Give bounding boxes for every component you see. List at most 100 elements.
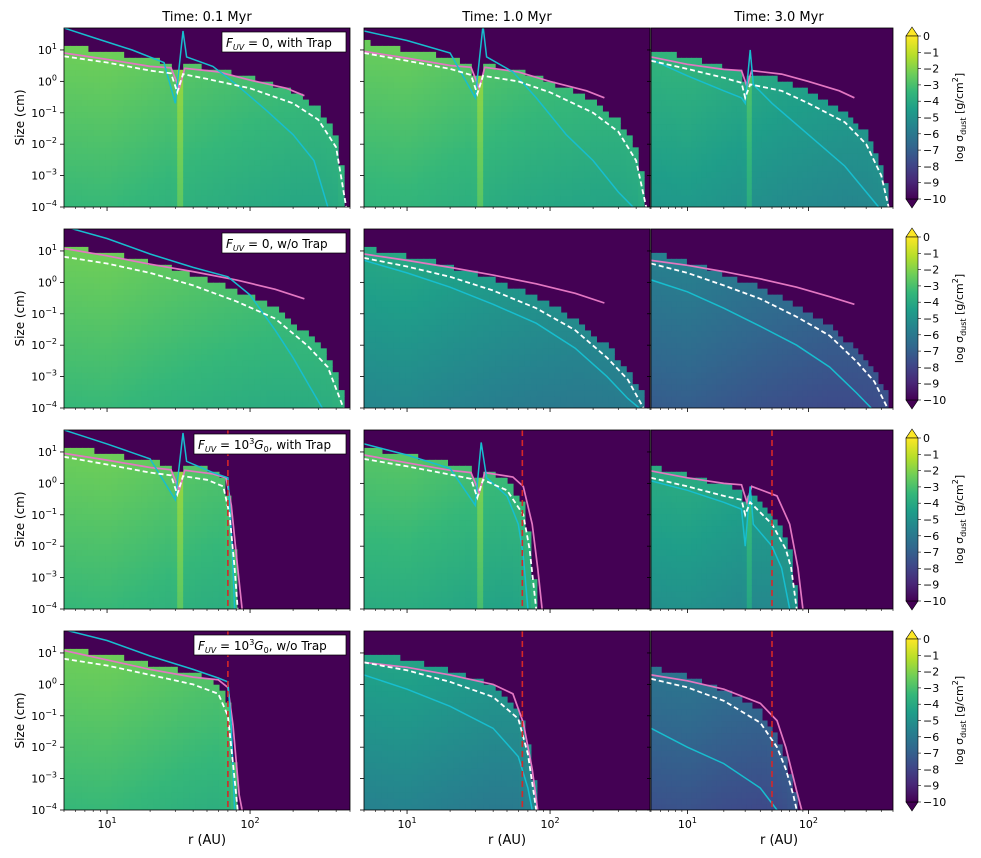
heatmap-cell bbox=[847, 201, 854, 207]
heatmap-cell bbox=[548, 378, 556, 385]
heatmap-cell bbox=[123, 129, 131, 136]
heatmap-cell bbox=[135, 342, 143, 349]
heatmap-cell bbox=[338, 189, 345, 196]
heatmap-cell bbox=[314, 354, 321, 361]
heatmap-cell bbox=[242, 135, 250, 142]
heatmap-cell bbox=[87, 348, 95, 355]
heatmap-cell bbox=[99, 258, 107, 266]
heatmap-cell bbox=[671, 195, 677, 202]
heatmap-cell bbox=[656, 195, 662, 202]
heatmap-cell bbox=[751, 159, 758, 166]
heatmap-cell bbox=[483, 324, 490, 332]
heatmap-cell bbox=[766, 75, 773, 83]
heatmap-cell bbox=[507, 105, 514, 113]
heatmap-cell bbox=[183, 99, 190, 107]
heatmap-cell bbox=[423, 336, 431, 343]
heatmap-cell bbox=[248, 105, 256, 113]
heatmap-cell bbox=[411, 294, 419, 302]
heatmap-cell bbox=[518, 171, 526, 178]
heatmap-cell bbox=[489, 336, 496, 343]
heatmap-cell bbox=[375, 165, 383, 172]
heatmap-cell bbox=[75, 75, 83, 83]
heatmap-cell bbox=[375, 270, 383, 278]
heatmap-cell bbox=[189, 384, 196, 391]
heatmap-cell bbox=[405, 360, 413, 367]
heatmap-cell bbox=[721, 69, 728, 77]
heatmap-cell bbox=[441, 201, 449, 207]
heatmap-cell bbox=[308, 141, 315, 148]
heatmap-cell bbox=[212, 336, 220, 343]
heatmap-cell bbox=[141, 384, 149, 391]
heatmap-cell bbox=[411, 288, 419, 296]
heatmap-cell bbox=[153, 153, 160, 160]
heatmap-cell bbox=[822, 165, 829, 172]
heatmap-cell bbox=[326, 201, 333, 207]
heatmap-cell bbox=[453, 171, 460, 178]
heatmap-cell bbox=[536, 81, 544, 89]
heatmap-cell bbox=[387, 63, 395, 71]
heatmap-cell bbox=[278, 165, 286, 172]
heatmap-cell bbox=[524, 75, 532, 83]
heatmap-cell bbox=[64, 201, 71, 207]
heatmap-cell bbox=[171, 270, 178, 278]
heatmap-cell bbox=[332, 189, 339, 196]
heatmap-cell bbox=[207, 183, 214, 190]
heatmap-cell bbox=[651, 153, 657, 160]
heatmap-cell bbox=[111, 390, 119, 397]
heatmap-cell bbox=[596, 111, 603, 119]
heatmap-cell bbox=[99, 252, 107, 260]
heatmap-cell bbox=[111, 165, 119, 172]
heatmap-cell bbox=[117, 129, 125, 136]
heatmap-cell bbox=[117, 99, 125, 107]
heatmap-cell bbox=[381, 300, 389, 308]
heatmap-cell bbox=[524, 117, 532, 125]
heatmap-cell bbox=[69, 177, 77, 184]
heatmap-cell bbox=[530, 201, 538, 207]
heatmap-cell bbox=[93, 252, 101, 260]
heatmap-cell bbox=[746, 171, 753, 178]
heatmap-cell bbox=[852, 201, 859, 207]
heatmap-cell bbox=[429, 294, 437, 302]
heatmap-cell bbox=[706, 195, 713, 202]
heatmap-cell bbox=[423, 282, 431, 290]
heatmap-cell bbox=[671, 111, 677, 119]
heatmap-cell bbox=[375, 366, 383, 373]
heatmap-cell bbox=[201, 342, 208, 349]
heatmap-cell bbox=[501, 105, 508, 113]
heatmap-cell bbox=[792, 165, 798, 172]
heatmap-cell bbox=[651, 93, 657, 101]
heatmap-cell bbox=[706, 189, 713, 196]
heatmap-cell bbox=[135, 276, 143, 284]
cyan-line bbox=[64, 28, 329, 207]
heatmap-cell bbox=[842, 117, 849, 125]
heatmap-cell bbox=[224, 390, 232, 397]
heatmap-cell bbox=[123, 360, 131, 367]
heatmap-cell bbox=[308, 201, 315, 207]
heatmap-cell bbox=[548, 129, 556, 136]
heatmap-cell bbox=[477, 396, 484, 403]
heatmap-cell bbox=[429, 201, 437, 207]
heatmap-cell bbox=[530, 366, 538, 373]
heatmap-cell bbox=[590, 195, 597, 202]
heatmap-cell bbox=[183, 63, 190, 71]
heatmap-cell bbox=[411, 135, 419, 142]
heatmap-cell bbox=[260, 93, 268, 101]
heatmap-cell bbox=[489, 288, 496, 296]
heatmap-cell bbox=[405, 81, 413, 89]
heatmap-cell bbox=[554, 141, 562, 148]
heatmap-cell bbox=[429, 153, 437, 160]
heatmap-cell bbox=[852, 159, 859, 166]
heatmap-cell bbox=[596, 129, 603, 136]
heatmap-cell bbox=[471, 117, 478, 125]
heatmap-cell bbox=[518, 384, 526, 391]
heatmap-cell bbox=[165, 123, 172, 131]
heatmap-cell bbox=[266, 87, 274, 95]
heatmap-cell bbox=[393, 312, 401, 320]
heatmap-cell bbox=[87, 324, 95, 332]
heatmap-cell bbox=[736, 69, 743, 77]
heatmap-cell bbox=[153, 129, 160, 136]
heatmap-cell bbox=[399, 123, 407, 131]
heatmap-cell bbox=[405, 141, 413, 148]
heatmap-cell bbox=[171, 402, 178, 408]
